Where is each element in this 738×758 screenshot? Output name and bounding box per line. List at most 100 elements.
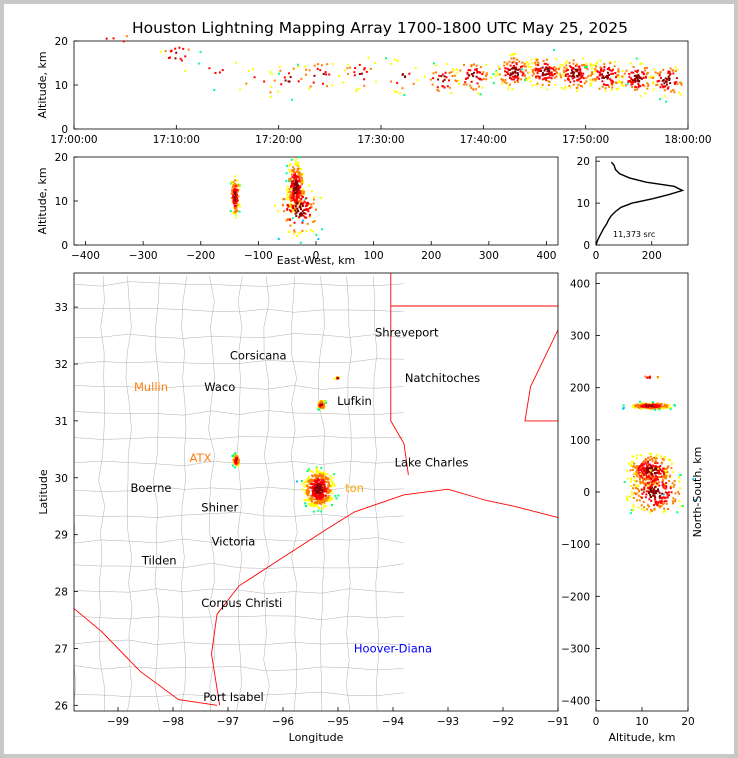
source-point [572,66,575,69]
source-point [665,80,668,83]
source-point [625,69,628,72]
source-point [564,61,567,64]
source-point [303,485,306,488]
source-point [662,471,665,474]
source-point [315,233,318,236]
source-point [438,74,441,77]
source-point [476,71,479,74]
source-point [323,487,326,490]
source-point [649,404,652,407]
source-point [321,82,324,85]
source-point [651,401,654,404]
source-point [654,490,657,493]
source-point [293,171,296,174]
source-point [346,63,349,66]
source-point [659,472,662,475]
y-tick-label: 100 [570,435,590,447]
source-point [312,202,315,205]
source-point [656,478,659,481]
source-point [673,483,676,486]
source-point [638,476,641,479]
source-point [659,404,662,407]
source-point [657,467,660,470]
source-point [208,67,211,70]
source-point [337,376,340,379]
source-point [331,84,334,87]
source-point [312,502,315,505]
source-point [292,174,295,177]
source-point [573,71,576,74]
source-point [534,61,537,64]
source-point [290,210,293,213]
y-tick-label: −200 [561,591,590,603]
source-point [319,404,322,407]
source-point [639,63,642,66]
source-point [629,62,632,65]
source-point [295,235,298,238]
source-point [673,82,676,85]
source-point [672,502,675,505]
source-point [316,505,319,508]
source-point [235,458,238,461]
source-point [327,496,330,499]
source-point [636,88,639,91]
source-point [313,502,316,505]
source-point [651,460,654,463]
source-point [234,457,237,460]
source-point [506,63,509,66]
source-point [287,80,290,83]
source-point [235,454,238,457]
source-point [645,477,648,480]
source-point [355,90,358,93]
source-point [645,472,648,475]
source-point [303,208,306,211]
source-point [312,198,315,201]
source-point [300,202,303,205]
source-point [589,78,592,81]
source-point [315,484,318,487]
source-point [617,73,620,76]
source-point [290,180,293,183]
source-point [318,472,321,475]
source-point [660,455,663,458]
source-point [678,91,681,94]
source-point [650,467,653,470]
source-point [310,483,313,486]
source-point [662,493,665,496]
source-point [326,497,329,500]
source-point [544,62,547,65]
source-point [235,185,238,188]
source-point [622,84,625,87]
source-point [286,207,289,210]
source-point [316,490,319,493]
source-point [659,77,662,80]
source-point [277,237,280,240]
source-point [317,408,320,411]
source-point [621,81,624,84]
source-point [290,158,293,161]
source-point [662,85,665,88]
source-point [297,63,300,66]
source-point [396,59,399,62]
state-borders [390,273,558,475]
x-tick-label: 17:40:00 [460,134,507,146]
source-point [319,502,322,505]
source-point [295,198,298,201]
source-point [470,80,473,83]
source-point [333,473,336,476]
source-point [496,73,499,76]
source-point [300,173,303,176]
source-point [560,76,563,79]
source-point [658,476,661,479]
source-point [653,457,656,460]
map-xlabel: Longitude [289,731,344,744]
source-point [524,69,527,72]
source-point [632,496,635,499]
source-point [273,79,276,82]
time-altitude-panel: 17:00:00 17:10:00 17:20:00 17:30:00 17:40:00… [36,35,712,146]
source-point [644,478,647,481]
source-point [591,78,594,81]
source-point [655,83,658,86]
source-point [606,68,609,71]
